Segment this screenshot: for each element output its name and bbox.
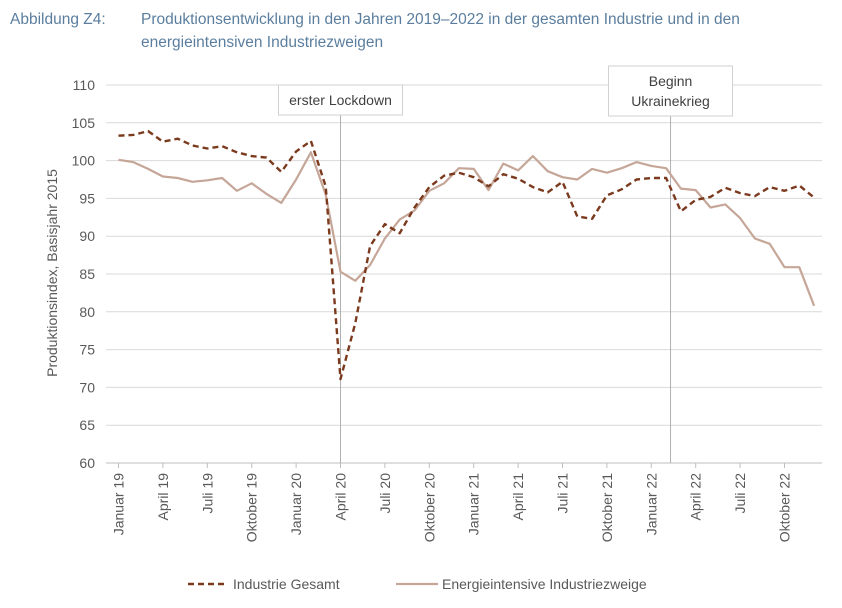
- grid-lines: [106, 84, 822, 464]
- annotation-box: [608, 65, 734, 117]
- series-line-energieintensive: [118, 151, 816, 307]
- y-tick-label: 80: [79, 304, 95, 320]
- x-tick-label: Oktober 19: [244, 473, 260, 542]
- x-tick-label: Juli 19: [199, 473, 215, 514]
- legend: Industrie Gesamt Energieintensive Industr…: [188, 576, 647, 592]
- legend-label: Energieintensive Industriezweige: [442, 576, 647, 592]
- y-axis-ticks: 60 65 70 75 80 85 90 95 100 105 110: [72, 77, 96, 471]
- x-axis-ticks: Januar 19 April 19 Juli 19 Oktober 19 Januar…: [111, 463, 793, 542]
- x-tick-label: April 20: [333, 473, 349, 521]
- y-tick-label: 65: [79, 417, 95, 433]
- chart-title: Produktionsentwicklung in den Jahren 201…: [141, 11, 740, 51]
- y-tick-label: 85: [79, 266, 95, 282]
- x-tick-label: April 21: [510, 473, 526, 521]
- y-tick-label: 60: [79, 455, 95, 471]
- annotation-boxes: erster Lockdown Beginn Ukrainekrieg: [278, 65, 734, 117]
- x-tick-label: Juli 22: [732, 473, 748, 514]
- y-tick-label: 90: [79, 228, 95, 244]
- y-tick-label: 75: [79, 342, 95, 358]
- x-tick-label: Juli 21: [555, 473, 571, 514]
- x-tick-label: Juli 20: [377, 473, 393, 514]
- x-tick-label: Januar 19: [111, 473, 127, 535]
- x-tick-label: April 19: [155, 473, 171, 521]
- annotation-label: erster Lockdown: [289, 92, 392, 108]
- y-tick-label: 70: [79, 379, 95, 395]
- x-tick-label: Oktober 22: [777, 473, 793, 542]
- x-tick-label: Januar 22: [643, 473, 659, 535]
- x-tick-label: Oktober 21: [599, 473, 615, 542]
- figure-number: Abbildung Z4:: [10, 11, 106, 28]
- y-tick-label: 100: [72, 153, 96, 169]
- annotation-label: Beginn: [649, 73, 693, 89]
- y-axis-title: Produktionsindex, Basisjahr 2015: [44, 169, 60, 377]
- y-tick-label: 105: [72, 115, 96, 131]
- y-tick-label: 95: [79, 190, 95, 206]
- series-group: [118, 129, 816, 381]
- annotation-lines: [340, 115, 672, 463]
- annotation-box: [278, 84, 403, 116]
- legend-label: Industrie Gesamt: [233, 576, 340, 592]
- x-tick-label: Januar 21: [466, 473, 482, 535]
- y-tick-label: 110: [73, 77, 96, 93]
- series-line-industrie-gesamt: [118, 129, 815, 381]
- x-tick-label: April 22: [688, 473, 704, 521]
- annotation-label: Ukrainekrieg: [631, 93, 710, 109]
- x-tick-label: Januar 20: [288, 473, 304, 535]
- x-tick-label: Oktober 20: [421, 473, 437, 542]
